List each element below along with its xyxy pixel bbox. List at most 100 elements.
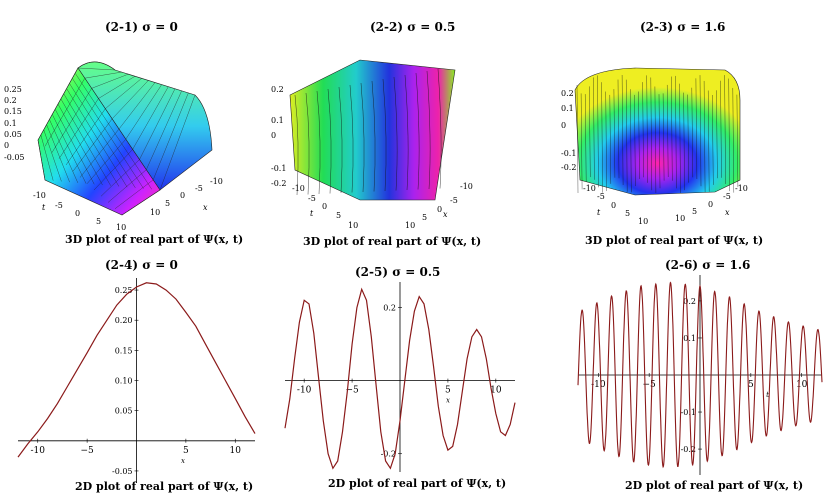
x-axis-label: x [203, 203, 208, 212]
mesh-line [338, 86, 343, 194]
x-tick-label: 10 [150, 208, 160, 217]
x-tick-label: 0 [708, 200, 713, 209]
t-tick-label: 10 [116, 223, 126, 232]
t-tick-label: -10 [33, 191, 46, 200]
mesh-line [667, 84, 669, 178]
x-tick-label: -5 [723, 192, 731, 201]
x-tick-label: 5 [748, 380, 754, 390]
x-tick-labels-1: 10 5 0 -5 -10 [150, 177, 223, 217]
mesh-line [585, 94, 587, 182]
y-tick-label: -0.1 [681, 408, 696, 417]
mesh-line [630, 89, 632, 193]
panel-caption: 2D plot of real part of Ψ(x, t) [625, 479, 804, 492]
line-plot-6: -10 −5 5 10 0.2 0.1 -0.1 -0.2 t [577, 275, 823, 475]
x-tick-label: 5 [692, 207, 697, 216]
mesh-line [576, 84, 579, 194]
z-tick-label: 0.25 [4, 85, 22, 94]
z-tick-label: 0.2 [561, 89, 574, 98]
y-tick-label: 0.10 [115, 377, 133, 386]
mesh-line [66, 88, 128, 188]
t-tick-label: -10 [583, 184, 596, 193]
mesh-line [601, 82, 603, 193]
mesh-line [72, 78, 144, 189]
panel-3d-1: (2-1) σ = 0 0.25 0.2 0.15 0.1 0.05 0 -0.05 -10… [0, 0, 270, 250]
t-tick-label: 0 [322, 202, 327, 211]
mesh-line [712, 94, 714, 185]
mesh-line [671, 76, 673, 181]
mesh-line [613, 89, 616, 178]
x-axis-label: t [766, 391, 769, 399]
mesh-line [77, 67, 161, 191]
mesh-line [589, 86, 591, 178]
t-tick-label: -5 [55, 201, 63, 210]
line-plot-4: -10 −5 5 10 0.25 0.20 0.15 0.10 0.05 -0.05 x [17, 278, 256, 483]
mesh-line [675, 75, 677, 189]
curve-series [17, 282, 256, 458]
x-tick-label: -10 [591, 380, 606, 390]
y-tick-label: 0.2 [683, 297, 696, 306]
mesh-line [360, 82, 365, 193]
mesh-line [597, 75, 599, 188]
x-axis-label: x [446, 397, 450, 405]
mesh-line [724, 75, 726, 184]
y-tick-label: -0.05 [112, 467, 133, 476]
mesh-line [54, 109, 95, 185]
x-tick-label: 10 [675, 214, 685, 223]
mesh-line [294, 94, 299, 196]
mesh-line [69, 83, 136, 188]
z-tick-label: 0.1 [271, 116, 284, 125]
t-tick-label: -5 [597, 192, 605, 201]
mesh-line [691, 87, 693, 178]
x-tick-label: 10 [230, 446, 242, 456]
y-tick-label: 0.05 [115, 407, 133, 416]
mesh-line [605, 91, 607, 192]
mesh-line [393, 76, 398, 191]
t-tick-label: -5 [308, 194, 316, 203]
z-tick-label: -0.2 [271, 179, 286, 188]
mesh-line [683, 92, 685, 191]
mesh-line [687, 94, 689, 183]
z-tick-label: -0.1 [271, 164, 286, 173]
t-tick-label: -10 [292, 184, 305, 193]
mesh-line [46, 124, 70, 183]
t-tick-label: 5 [96, 217, 101, 226]
mesh-line [327, 88, 332, 194]
panel-2d-5: (2-5) σ = 0.5 -10 −5 5 10 0.2 -0.2 x 2D plot o… [270, 255, 540, 497]
y-tick-label: 0.15 [115, 346, 133, 355]
t-axis-label: t [597, 208, 601, 217]
x-tick-label: −5 [643, 380, 657, 390]
mesh-line [52, 114, 87, 184]
mesh-line [728, 78, 730, 192]
x-axis-label: x [725, 208, 730, 217]
x-tick-label: -10 [460, 182, 473, 191]
mesh-line [699, 75, 702, 187]
y-tick-label: -0.2 [381, 450, 396, 459]
panel-2d-4: (2-4) σ = 0 -10 −5 5 10 0.25 0.20 0.15 0.10 0.05… [0, 255, 270, 497]
mesh-line [654, 86, 657, 193]
t-tick-label: 5 [625, 209, 630, 218]
z-tick-label: 0.05 [4, 130, 22, 139]
mesh-line [580, 93, 583, 190]
panel-caption: 2D plot of real part of Ψ(x, t) [328, 477, 507, 490]
mesh-line [708, 90, 710, 192]
t-axis-label: t [42, 203, 46, 212]
mesh-line [74, 73, 152, 190]
t-axis-label: t [310, 209, 314, 218]
x-tick-label: 5 [422, 213, 427, 222]
y-tick-label: 0.25 [115, 286, 133, 295]
mesh-line [404, 74, 409, 191]
mesh-line [638, 91, 640, 179]
mesh-line [63, 93, 120, 187]
t-tick-labels-1: -10 -5 0 5 10 [33, 191, 126, 232]
mesh-line [658, 94, 661, 189]
t-tick-label: 10 [348, 221, 358, 230]
mesh-line [679, 83, 681, 193]
curve-series [284, 287, 516, 470]
mesh-line [437, 68, 442, 189]
panel-title: (2-6) σ = 1.6 [665, 258, 751, 272]
x-tick-label: 10 [405, 221, 415, 230]
z-tick-label: 0.15 [4, 107, 22, 116]
panel-caption: 3D plot of real part of Ψ(x, t) [65, 233, 244, 246]
curve-series [577, 281, 823, 469]
